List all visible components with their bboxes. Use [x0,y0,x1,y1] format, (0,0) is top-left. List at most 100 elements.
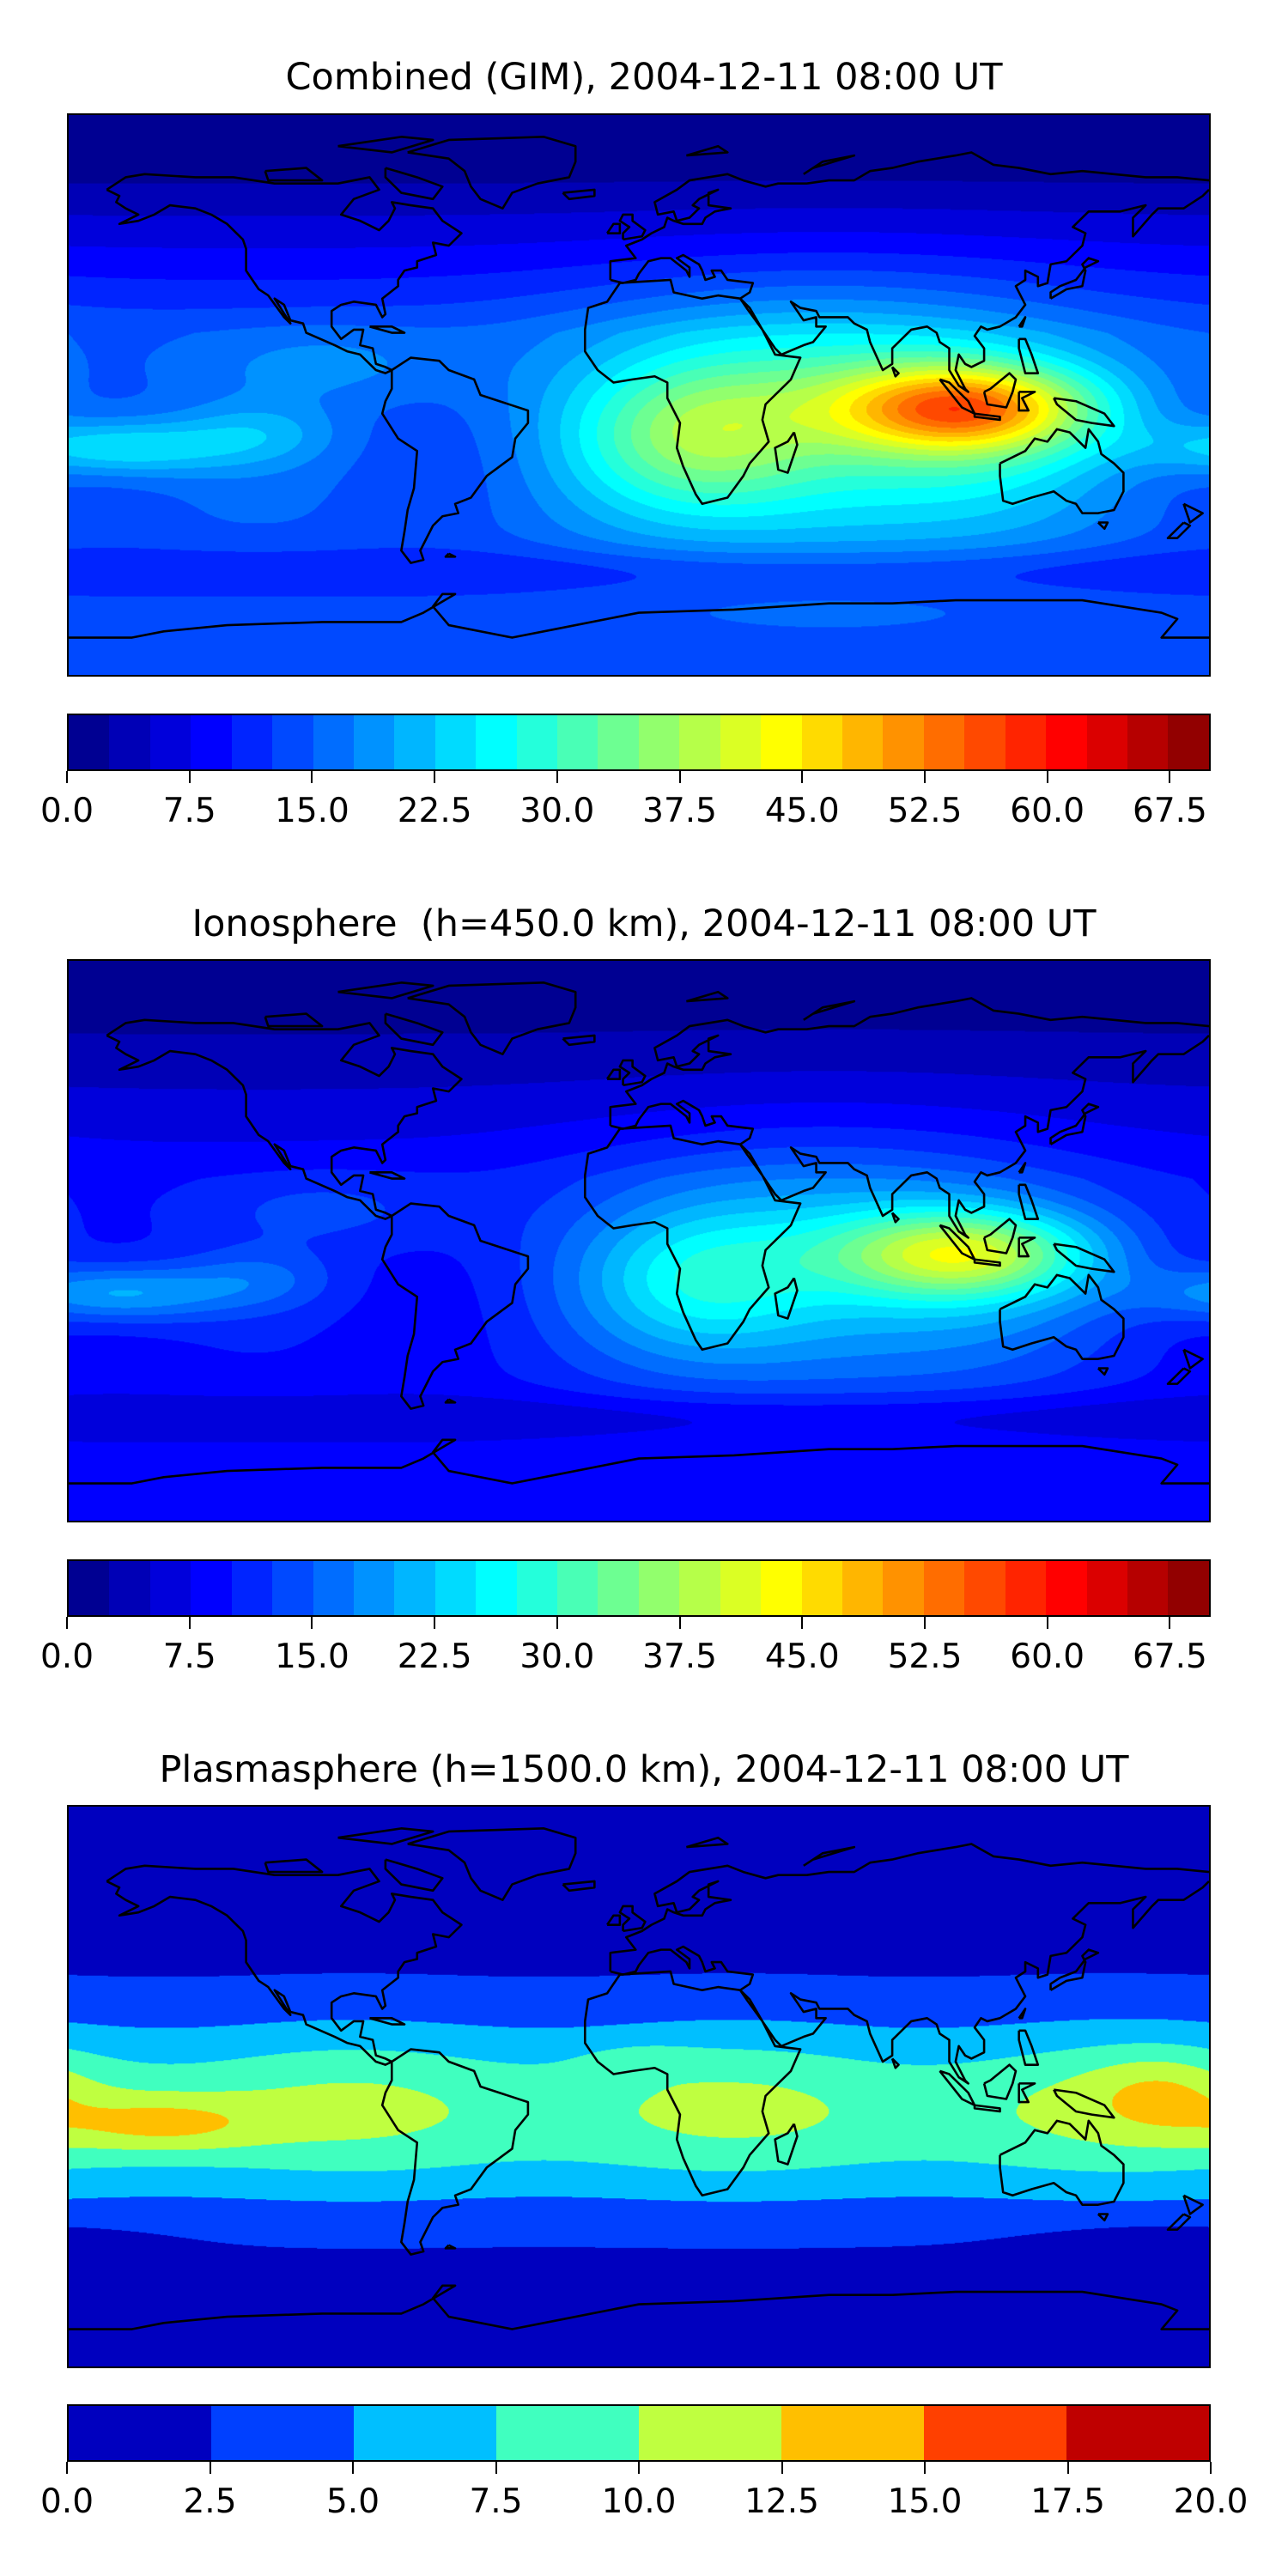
colorbar-bin [1005,1561,1047,1615]
colorbar-bin [1127,715,1169,769]
colorbar-bin [149,715,191,769]
colorbar-bin [883,715,924,769]
colorbar-bin [313,1561,354,1615]
panel-title-plasmasphere: Plasmasphere (h=1500.0 km), 2004-12-11 0… [159,1748,1129,1791]
colorbar-tick-label: 37.5 [642,1637,717,1676]
colorbar-tick [311,771,313,783]
colorbar-tick [495,2462,497,2474]
colorbar-bin [923,715,965,769]
colorbar-tick [924,2462,926,2474]
colorbar-bin [231,1561,273,1615]
coastlines [69,1807,1209,2366]
colorbar-bin [516,1561,558,1615]
colorbar-bin [557,715,598,769]
coastlines [69,115,1209,675]
colorbar-tick [556,771,558,783]
colorbar-plasmasphere [67,2404,1211,2462]
colorbar-tick [66,771,68,783]
colorbar-bin [598,1561,639,1615]
colorbar-bin [1046,715,1087,769]
colorbar-tick-label: 52.5 [887,1637,963,1676]
colorbar-bin [353,1561,395,1615]
colorbar-tick [1066,2462,1069,2474]
colorbar-tick-label: 30.0 [519,792,595,830]
map-plasmasphere [67,1805,1211,2368]
colorbar-tick [66,1617,68,1629]
colorbar-tick [924,1617,926,1629]
colorbar-tick-label: 15.0 [275,1637,349,1676]
colorbar-bin [1005,715,1047,769]
colorbar-tick-label: 2.5 [183,2482,237,2521]
colorbar-bin [1086,1561,1127,1615]
colorbar-bin [679,1561,720,1615]
colorbar-bin [598,715,639,769]
panel-title-ionosphere: Ionosphere (h=450.0 km), 2004-12-11 08:0… [191,902,1097,945]
colorbar-bin [557,1561,598,1615]
colorbar-tick [209,2462,211,2474]
colorbar-bin [923,1561,965,1615]
colorbar-tick [1046,1617,1048,1629]
colorbar-bin [476,1561,517,1615]
colorbar-bin [434,715,477,769]
colorbar-bin [476,715,517,769]
colorbar-ticks-combined: 0.0 7.5 15.0 22.5 30.0 37.5 45.0 52.5 60.0 67.5 [40,771,1211,831]
colorbar-bin [149,1561,191,1615]
colorbar-bin [69,715,110,769]
colorbar-tick-label: 52.5 [887,792,963,830]
colorbar-tick [678,771,681,783]
colorbar-tick-label: 20.0 [1173,2482,1249,2521]
colorbar-bin [231,715,273,769]
colorbar-bin [109,715,150,769]
colorbar-tick-label: 60.0 [1010,792,1085,830]
colorbar-tick-label: 22.5 [397,792,472,830]
colorbar-bin [639,2406,781,2460]
colorbar-tick [352,2462,354,2474]
colorbar-tick [678,1617,681,1629]
colorbar-bin [1086,715,1127,769]
colorbar-tick [1169,771,1171,783]
colorbar-tick [1046,771,1048,783]
colorbar-tick [311,1617,313,1629]
colorbar-bin [434,1561,477,1615]
colorbar-tick-label: 45.0 [764,792,840,830]
colorbar-tick [638,2462,640,2474]
colorbar-tick [66,2462,68,2474]
colorbar-bin [354,2406,496,2460]
colorbar-bin [801,715,843,769]
colorbar-tick-label: 67.5 [1133,792,1207,830]
colorbar-tick-label: 5.0 [325,2482,380,2521]
colorbar-bin [1168,1561,1209,1615]
colorbar-tick [188,771,191,783]
colorbar-tick-label: 7.5 [162,792,216,830]
colorbar-bin [1127,1561,1169,1615]
colorbar-bin [1046,1561,1087,1615]
colorbar-tick-label: 10.0 [601,2482,677,2521]
colorbar-bin [679,715,720,769]
colorbar-bin [191,1561,232,1615]
colorbar-tick [801,771,804,783]
colorbar-tick [556,1617,558,1629]
colorbar-bin [801,1561,843,1615]
map-combined [67,113,1211,677]
colorbar-tick-label: 0.0 [39,1637,94,1676]
panel-title-combined: Combined (GIM), 2004-12-11 08:00 UT [285,56,1003,99]
colorbar-bin [109,1561,150,1615]
colorbar-tick-label: 17.5 [1030,2482,1105,2521]
colorbar-bin [394,715,435,769]
colorbar-tick-label: 15.0 [275,792,349,830]
colorbar-tick [188,1617,191,1629]
colorbar-bin [638,715,680,769]
coastline-path [69,982,1209,1483]
colorbar-bin [211,2406,354,2460]
colorbar-bin [353,715,395,769]
colorbar-ticks-plasmasphere: 0.0 2.5 5.0 7.5 10.0 12.5 15.0 17.5 20.0 [40,2462,1248,2522]
colorbar-bin [272,715,313,769]
colorbar-bin [883,1561,924,1615]
colorbar-ticks-ionosphere: 0.0 7.5 15.0 22.5 30.0 37.5 45.0 52.5 60.0 67.5 [40,1617,1211,1677]
colorbar-bin [842,715,884,769]
colorbar-tick-label: 45.0 [764,1637,840,1676]
colorbar-tick-label: 7.5 [469,2482,523,2521]
colorbar-tick-label: 0.0 [39,2482,94,2521]
colorbar-tick [924,771,926,783]
colorbar-bin [720,715,762,769]
